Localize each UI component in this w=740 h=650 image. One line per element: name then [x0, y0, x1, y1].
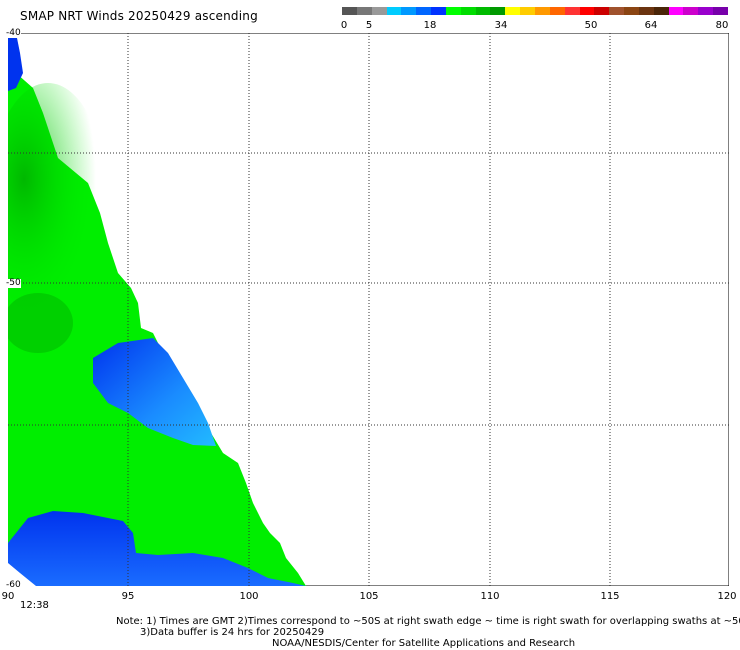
- note-line-3: NOAA/NESDIS/Center for Satellite Applica…: [272, 638, 576, 649]
- colorbar-segment: [460, 7, 476, 15]
- colorbar-tick: 80: [715, 20, 729, 31]
- note-line-2: 3)Data buffer is 24 hrs for 20250429: [140, 627, 325, 638]
- no-data-gap: [8, 563, 36, 586]
- colorbar-segment: [579, 7, 595, 15]
- wind-swath-blue: [8, 33, 23, 91]
- colorbar-tick-labels: 0 5 18 34 50 64 80: [0, 20, 740, 32]
- colorbar-tick: 18: [423, 20, 437, 31]
- colorbar-segment: [386, 7, 402, 15]
- lon-label: 115: [600, 591, 620, 602]
- colorbar-segment: [668, 7, 684, 15]
- lon-label: 100: [239, 591, 259, 602]
- lon-label: 120: [717, 591, 737, 602]
- lat-label-50: -50: [6, 278, 21, 288]
- wind-swath-darkgreen: [8, 83, 108, 323]
- colorbar-segment: [698, 7, 714, 15]
- wind-swath-darkgreen: [8, 293, 73, 353]
- map-title: SMAP NRT Winds 20250429 ascending: [20, 9, 258, 23]
- colorbar-segment: [342, 7, 357, 15]
- lon-label: 110: [480, 591, 500, 602]
- colorbar-segment: [445, 7, 461, 15]
- colorbar-segment: [609, 7, 625, 15]
- colorbar-segment: [505, 7, 521, 15]
- colorbar-segment: [416, 7, 432, 15]
- swath-time-label: 12:38: [20, 600, 49, 611]
- colorbar-segment: [475, 7, 491, 15]
- colorbar-segment: [624, 7, 639, 15]
- lon-label: 90: [1, 591, 15, 602]
- colorbar-tick: 0: [340, 20, 348, 31]
- colorbar-segment: [653, 7, 669, 15]
- colorbar-segment: [520, 7, 535, 15]
- colorbar-segment: [490, 7, 506, 15]
- wind-swath-blue: [93, 338, 216, 446]
- colorbar-segment: [549, 7, 565, 15]
- colorbar-segment: [638, 7, 654, 15]
- colorbar-segment: [564, 7, 580, 15]
- colorbar-segment: [534, 7, 550, 15]
- wind-map: [8, 33, 729, 586]
- colorbar-segment: [713, 7, 728, 15]
- lat-label-40: -40: [6, 28, 21, 38]
- colorbar-tick: 50: [584, 20, 598, 31]
- colorbar-segment: [594, 7, 610, 15]
- colorbar-tick: 5: [365, 20, 373, 31]
- wind-swath-blue: [8, 511, 306, 586]
- lon-label: 105: [359, 591, 379, 602]
- graticule: [8, 33, 729, 586]
- colorbar-segment: [401, 7, 417, 15]
- wind-speed-colorbar: [342, 7, 728, 15]
- colorbar-segment: [356, 7, 372, 15]
- lon-label: 95: [121, 591, 135, 602]
- lat-label-60: -60: [6, 580, 21, 590]
- colorbar-segment: [683, 7, 699, 15]
- colorbar-tick: 64: [644, 20, 658, 31]
- colorbar-segment: [431, 7, 446, 15]
- note-line-1: Note: 1) Times are GMT 2)Times correspon…: [116, 616, 740, 627]
- colorbar-segment: [371, 7, 387, 15]
- colorbar-tick: 34: [494, 20, 508, 31]
